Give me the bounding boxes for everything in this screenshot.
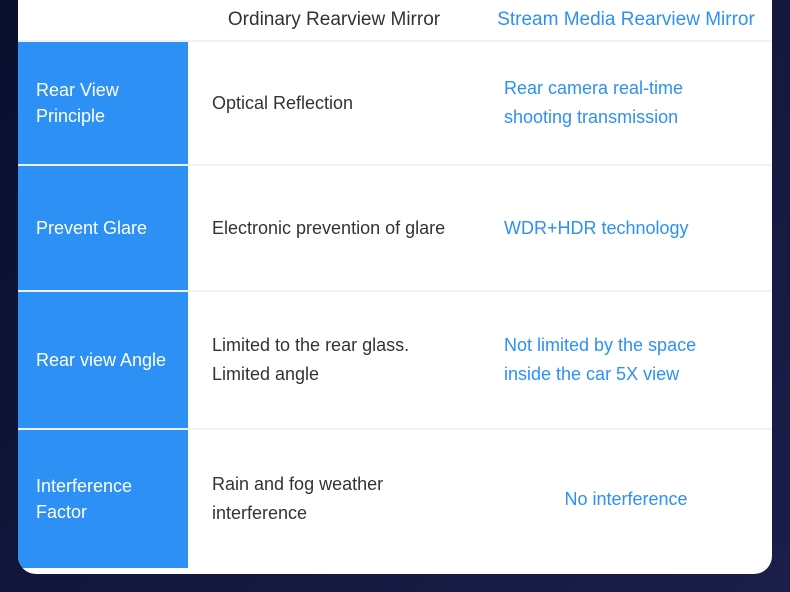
row-label-glare: Prevent Glare (18, 166, 188, 290)
cell-stream-glare: WDR+HDR technology (480, 166, 772, 290)
cell-ordinary-angle: Limited to the rear glass. Limited angle (188, 292, 480, 428)
row-label-interference: Interference Factor (18, 430, 188, 568)
table-header-row: Ordinary Rearview Mirror Stream Media Re… (18, 0, 772, 42)
cell-ordinary-glare: Electronic prevention of glare (188, 166, 480, 290)
table-row: Interference Factor Rain and fog weather… (18, 430, 772, 568)
cell-ordinary-interference: Rain and fog weather interference (188, 430, 480, 568)
row-label-angle: Rear view Angle (18, 292, 188, 428)
table-row: Rear view Angle Limited to the rear glas… (18, 292, 772, 430)
header-stream: Stream Media Rearview Mirror (480, 0, 772, 40)
cell-ordinary-principle: Optical Reflection (188, 42, 480, 164)
cell-stream-principle: Rear camera real-time shooting transmiss… (480, 42, 772, 164)
header-spacer (18, 0, 188, 40)
row-label-principle: Rear View Principle (18, 42, 188, 164)
table-row: Rear View Principle Optical Reflection R… (18, 42, 772, 166)
header-ordinary: Ordinary Rearview Mirror (188, 0, 480, 40)
table-row: Prevent Glare Electronic prevention of g… (18, 166, 772, 292)
cell-stream-angle: Not limited by the space inside the car … (480, 292, 772, 428)
cell-stream-interference: No interference (480, 430, 772, 568)
comparison-table: Ordinary Rearview Mirror Stream Media Re… (18, 0, 772, 574)
